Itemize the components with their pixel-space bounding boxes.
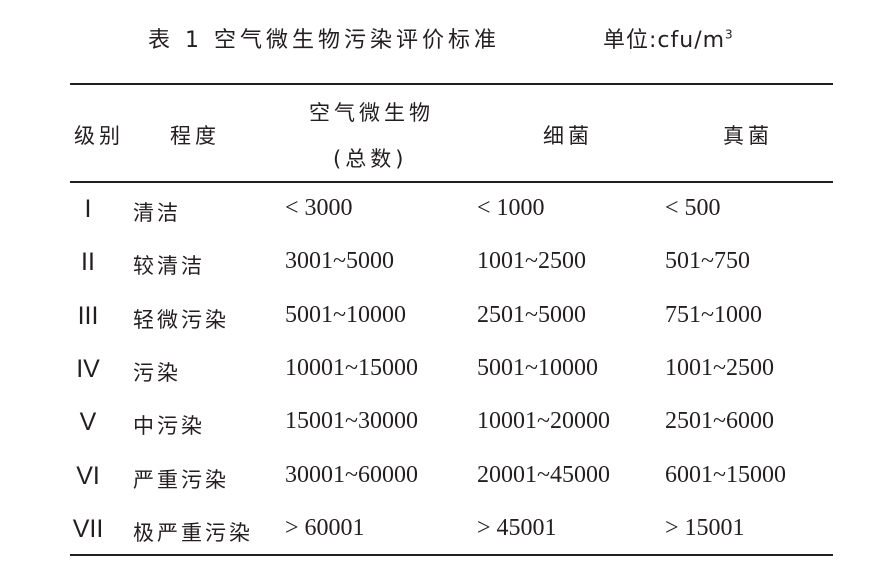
cell-fungi: 751~1000 (665, 302, 762, 328)
unit-text: 单位:cfu/m (603, 28, 726, 53)
header-bacteria: 细菌 (543, 124, 593, 148)
header-air-total: (总数) (333, 147, 408, 171)
cell-fungi: 501~750 (665, 248, 750, 274)
unit-superscript: 3 (725, 27, 733, 42)
header-degree: 程度 (170, 124, 220, 148)
cell-air: 30001~60000 (285, 462, 418, 488)
cell-air: 15001~30000 (285, 408, 418, 434)
cell-degree: 极严重污染 (133, 521, 253, 545)
cell-bacteria: 20001~45000 (477, 462, 610, 488)
cell-fungi: 6001~15000 (665, 462, 786, 488)
cell-grade: VII (72, 515, 104, 543)
cell-grade: II (81, 248, 95, 276)
cell-degree: 较清洁 (133, 254, 205, 278)
table-unit: 单位:cfu/m3 (603, 22, 733, 54)
cell-air: 10001~15000 (285, 355, 418, 381)
table-title: 表 1 空气微生物污染评价标准 (148, 28, 500, 53)
cell-air: 5001~10000 (285, 302, 406, 328)
cell-grade: V (79, 408, 97, 436)
cell-air: < 3000 (285, 195, 353, 221)
cell-fungi: 1001~2500 (665, 355, 774, 381)
cell-bacteria: 10001~20000 (477, 408, 610, 434)
cell-degree: 中污染 (133, 414, 205, 438)
cell-degree: 轻微污染 (133, 308, 229, 332)
cell-bacteria: < 1000 (477, 195, 545, 221)
header-rule (70, 181, 833, 183)
cell-grade: III (77, 302, 99, 330)
top-rule (70, 83, 833, 85)
bottom-rule (70, 554, 833, 556)
cell-bacteria: 2501~5000 (477, 302, 586, 328)
cell-degree: 污染 (133, 361, 181, 385)
cell-degree: 清洁 (133, 201, 181, 225)
cell-fungi: < 500 (665, 195, 721, 221)
header-air: 空气微生物 (309, 101, 434, 125)
cell-air: 3001~5000 (285, 248, 394, 274)
header-fungi: 真菌 (723, 124, 773, 148)
cell-fungi: > 15001 (665, 515, 745, 541)
cell-grade: VI (76, 462, 100, 490)
cell-bacteria: 1001~2500 (477, 248, 586, 274)
cell-grade: IV (76, 355, 100, 383)
header-grade: 级别 (74, 124, 124, 148)
cell-fungi: 2501~6000 (665, 408, 774, 434)
cell-grade: I (84, 195, 92, 223)
cell-air: > 60001 (285, 515, 365, 541)
cell-bacteria: 5001~10000 (477, 355, 598, 381)
cell-degree: 严重污染 (133, 468, 229, 492)
cell-bacteria: > 45001 (477, 515, 557, 541)
